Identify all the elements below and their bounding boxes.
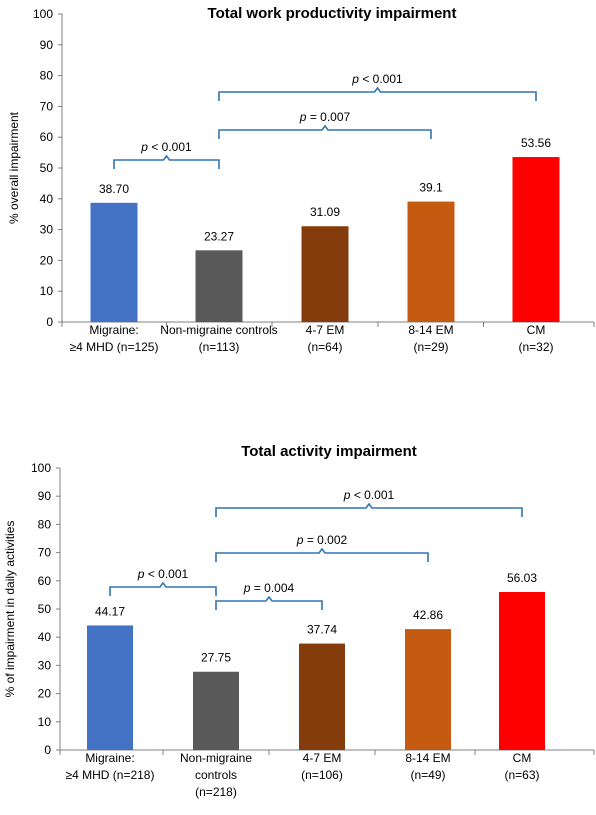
chart2-significance-bracket bbox=[109, 581, 217, 596]
chart2-y-tick-label: 60 bbox=[38, 574, 52, 588]
chart1-y-tick-label: 30 bbox=[40, 223, 54, 237]
chart1-category-label: (n=32) bbox=[518, 340, 553, 354]
chart2-y-tick-label: 90 bbox=[38, 489, 52, 503]
chart1-bar bbox=[301, 226, 349, 322]
chart1-title: Total work productivity impairment bbox=[208, 5, 457, 22]
chart1-category-label: CM bbox=[527, 323, 546, 337]
chart2-category-label: (n=49) bbox=[410, 768, 445, 782]
chart1-y-tick-label: 40 bbox=[40, 192, 54, 206]
chart1-data-label: 31.09 bbox=[310, 205, 340, 219]
chart2-y-tick-label: 100 bbox=[31, 461, 51, 475]
chart1-y-tick-label: 20 bbox=[40, 253, 54, 267]
chart2-category-label: 4-7 EM bbox=[303, 751, 342, 765]
chart1-category-label: ≥4 MHD (n=125) bbox=[70, 340, 159, 354]
chart2-y-tick-label: 10 bbox=[38, 715, 52, 729]
chart1-category-label: Migraine: bbox=[89, 323, 138, 337]
chart1-y-tick-label: 50 bbox=[40, 161, 54, 175]
chart1-p-value-label: p = 0.007 bbox=[299, 110, 351, 124]
chart2-significance-bracket bbox=[215, 547, 429, 562]
chart2-category-label: (n=218) bbox=[195, 785, 237, 799]
chart2-significance-bracket bbox=[215, 502, 523, 517]
chart1-category-label: (n=64) bbox=[307, 340, 342, 354]
chart2-y-tick-label: 30 bbox=[38, 658, 52, 672]
chart2-title: Total activity impairment bbox=[241, 443, 417, 460]
chart1-y-tick-label: 70 bbox=[40, 99, 54, 113]
chart1-bar bbox=[407, 201, 455, 322]
chart2-y-tick-label: 20 bbox=[38, 687, 52, 701]
chart2-bar bbox=[405, 629, 451, 750]
chart1-data-label: 38.70 bbox=[99, 182, 129, 196]
chart2-category-label: (n=63) bbox=[504, 768, 539, 782]
chart2-category-label: ≥4 MHD (n=218) bbox=[66, 768, 155, 782]
chart1-category-label: (n=29) bbox=[413, 340, 448, 354]
chart1-y-tick-label: 0 bbox=[46, 315, 53, 329]
chart2-category-label: Non-migraine bbox=[180, 751, 252, 765]
chart2-p-value-label: p = 0.004 bbox=[243, 581, 295, 595]
chart2-category-label: 8-14 EM bbox=[405, 751, 450, 765]
chart1-y-axis-title: % overall impairment bbox=[7, 111, 21, 224]
chart1-bar bbox=[512, 157, 560, 322]
chart2-p-value-label: p = 0.002 bbox=[296, 533, 348, 547]
chart1-category-label: 8-14 EM bbox=[408, 323, 453, 337]
chart2-y-tick-label: 40 bbox=[38, 630, 52, 644]
chart2-category-label: (n=106) bbox=[301, 768, 343, 782]
chart2-y-axis-title: % of impairment in daily activities bbox=[3, 521, 17, 698]
chart1-p-value-label: p < 0.001 bbox=[351, 72, 403, 86]
chart1-p-value-label: p < 0.001 bbox=[140, 140, 192, 154]
chart2-y-tick-label: 80 bbox=[38, 517, 52, 531]
chart2-category-label: Migraine: bbox=[85, 751, 134, 765]
chart2-data-label: 37.74 bbox=[307, 623, 337, 637]
chart2-y-tick-label: 70 bbox=[38, 546, 52, 560]
chart1-significance-bracket bbox=[218, 86, 537, 101]
chart2-y-tick-label: 0 bbox=[44, 743, 51, 757]
chart1-y-tick-label: 100 bbox=[33, 7, 53, 21]
chart1-y-tick-label: 60 bbox=[40, 130, 54, 144]
chart2-data-label: 56.03 bbox=[507, 571, 537, 585]
chart2-category-label: CM bbox=[513, 751, 532, 765]
chart2-p-value-label: p < 0.001 bbox=[137, 567, 189, 581]
chart1-y-tick-label: 10 bbox=[40, 284, 54, 298]
chart2-data-label: 42.86 bbox=[413, 608, 443, 622]
chart1-bar bbox=[195, 250, 243, 322]
chart2-bar bbox=[299, 643, 345, 750]
chart2-bar bbox=[87, 625, 133, 750]
chart1-category-label: 4-7 EM bbox=[306, 323, 345, 337]
chart1-data-label: 53.56 bbox=[521, 136, 551, 150]
chart1-y-tick-label: 90 bbox=[40, 38, 54, 52]
chart1-data-label: 39.1 bbox=[419, 181, 443, 195]
chart1-significance-bracket bbox=[218, 124, 432, 139]
chart2-y-tick-label: 50 bbox=[38, 602, 52, 616]
chart2-category-label: controls bbox=[195, 768, 237, 782]
chart2-bar bbox=[193, 671, 239, 750]
chart2-bar bbox=[499, 591, 545, 750]
chart1-significance-bracket bbox=[113, 154, 220, 169]
chart2-p-value-label: p < 0.001 bbox=[343, 488, 395, 502]
chart1-category-label: Non-migraine controls bbox=[160, 323, 277, 337]
chart2-data-label: 27.75 bbox=[201, 651, 231, 665]
chart2-data-label: 44.17 bbox=[95, 604, 125, 618]
chart1-bar bbox=[90, 202, 138, 322]
chart2-significance-bracket bbox=[215, 595, 323, 610]
chart1-data-label: 23.27 bbox=[204, 229, 234, 243]
chart1-y-tick-label: 80 bbox=[40, 69, 54, 83]
chart1-category-label: (n=113) bbox=[199, 340, 240, 354]
